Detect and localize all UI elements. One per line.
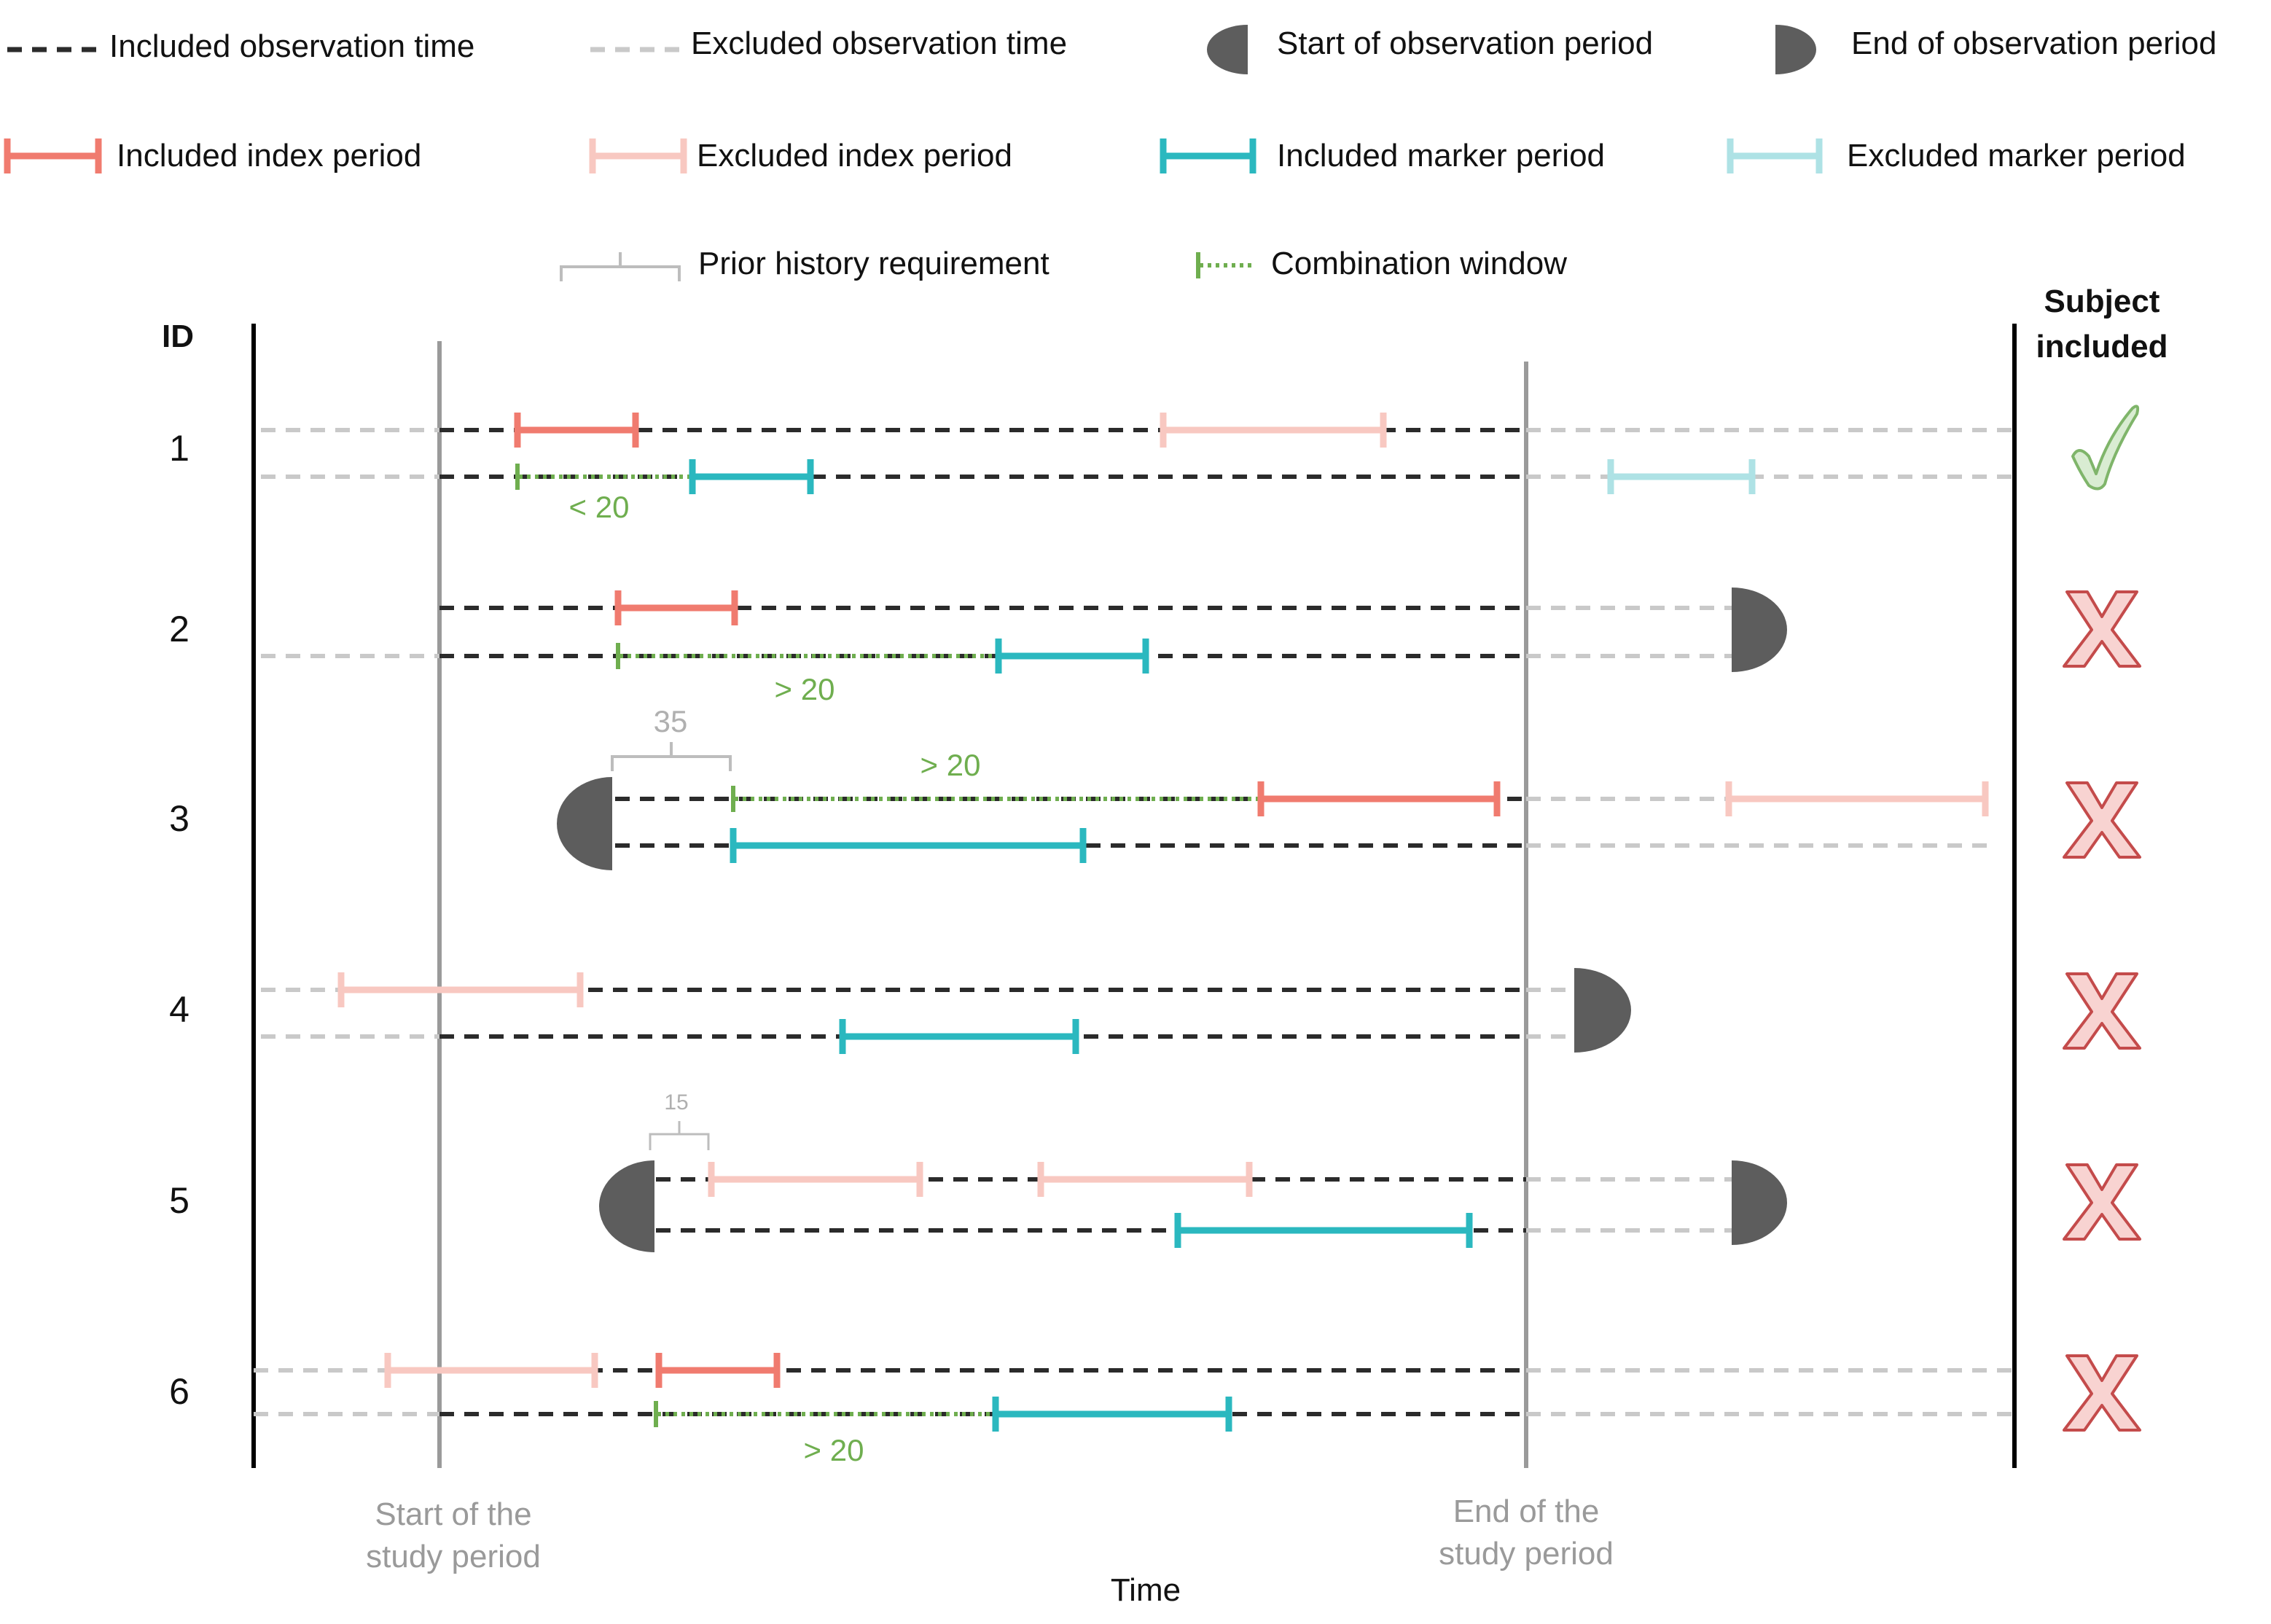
legend-item-excluded-marker [1727,138,1823,173]
included-marker-period [839,1019,1079,1054]
bracket-shape [611,742,732,771]
subject-id: 5 [169,1180,189,1221]
subject-4: 4 [169,968,2141,1054]
included-marker-period [689,459,814,494]
study-start-label-line1: Start of the [375,1496,531,1532]
combination-window-label: > 20 [775,672,835,706]
legend-item-included-observation: Included observation time [7,28,474,64]
prior-history-label: 35 [654,704,688,738]
study-end-label-line2: study period [1439,1536,1614,1572]
excluded-index-period [384,1353,598,1388]
legend-item-included-marker [1160,138,1256,173]
included-index-period [614,590,738,625]
subject-6: 6 > 20 [169,1353,2141,1467]
prior-history-bracket [649,1121,710,1150]
legend-item-excluded-observation: Excluded observation time [590,26,1067,61]
legend-item-included-index [4,138,102,173]
combination-window-label: < 20 [569,490,630,524]
excluded-index-period [708,1162,923,1197]
id-column-header: ID [162,319,194,354]
legend-label-included-index: Included index period [117,138,421,173]
legend: Included observation time Excluded obser… [4,25,2216,281]
subject-3: 3 35 > 20 [169,704,2141,870]
legend-item-combination-window [1196,252,1252,278]
prior-history-bracket [611,742,732,771]
observation-row [254,1368,2012,1416]
included-index-period [655,1353,781,1388]
observation-row [615,797,1997,848]
excluded-index-period [1725,781,1989,816]
included-index-period [1257,781,1501,816]
legend-item-excluded-index [589,138,687,173]
cross-icon [2063,781,2141,859]
subject-id: 4 [169,989,189,1030]
observation-start-cap-icon [599,1160,654,1252]
subject-5: 5 15 [169,1090,2141,1252]
subject-2: 2 > 20 [169,587,2141,706]
legend-label-included-marker: Included marker period [1277,138,1605,173]
combination-window [616,643,997,669]
excluded-index-period [1037,1162,1253,1197]
legend-label-end-observation: End of observation period [1851,26,2216,61]
subject-id: 3 [169,798,189,839]
legend-item-start-observation: Start of observation period [1207,25,1653,74]
included-index-period [514,413,639,448]
legend-label-excluded-index: Excluded index period [697,138,1012,173]
observation-row [656,1177,1732,1233]
cross-icon [2063,1163,2141,1241]
time-axis-label: Time [1111,1572,1181,1608]
legend-label-excluded-marker: Excluded marker period [1847,138,2186,173]
legend-label-included-observation: Included observation time [109,28,474,64]
observation-start-cap-icon [557,777,612,870]
legend-start-cap-icon [1207,25,1248,74]
observation-row [261,988,1574,1039]
study-end-label-line1: End of the [1453,1494,1600,1529]
observation-end-cap-icon [1732,587,1787,672]
combination-window [731,786,1259,812]
legend-prior-history-bracket-icon [560,252,681,281]
legend-label-excluded-observation: Excluded observation time [691,26,1067,61]
excluded-index-period [1160,413,1387,448]
subject-id: 6 [169,1371,189,1412]
observation-end-cap-icon [1732,1160,1787,1245]
combination-window [654,1401,994,1427]
legend-label-prior-history: Prior history requirement [698,246,1049,281]
subject-id: 2 [169,609,189,649]
observation-end-cap-icon [1574,968,1631,1053]
study-start-label-line2: study period [366,1539,541,1574]
included-marker-period [992,1397,1232,1432]
check-icon [2071,405,2140,491]
subject-1: 1 < 20 [169,405,2140,524]
legend-item-prior-history [560,252,681,281]
combination-window-label: > 20 [920,748,981,782]
included-marker-period [995,639,1149,674]
included-marker-period [1174,1213,1473,1248]
legend-label-start-observation: Start of observation period [1277,26,1653,61]
included-marker-period [730,828,1087,863]
subject-id: 1 [169,428,189,469]
subject-included-header-line2: included [2036,329,2168,364]
bracket-shape [649,1121,710,1150]
cross-icon [2063,1354,2141,1432]
combination-window [515,464,692,490]
prior-history-label: 15 [664,1090,688,1114]
cross-icon [2063,972,2141,1050]
cross-icon [2063,590,2141,668]
legend-label-combination-window: Combination window [1271,246,1567,281]
legend-end-cap-icon [1775,25,1816,74]
excluded-index-period [337,972,584,1007]
excluded-marker-period [1607,459,1756,494]
combination-window-label: > 20 [804,1433,864,1467]
legend-item-end-observation: End of observation period [1775,25,2216,74]
subject-included-header-line1: Subject [2044,284,2160,319]
